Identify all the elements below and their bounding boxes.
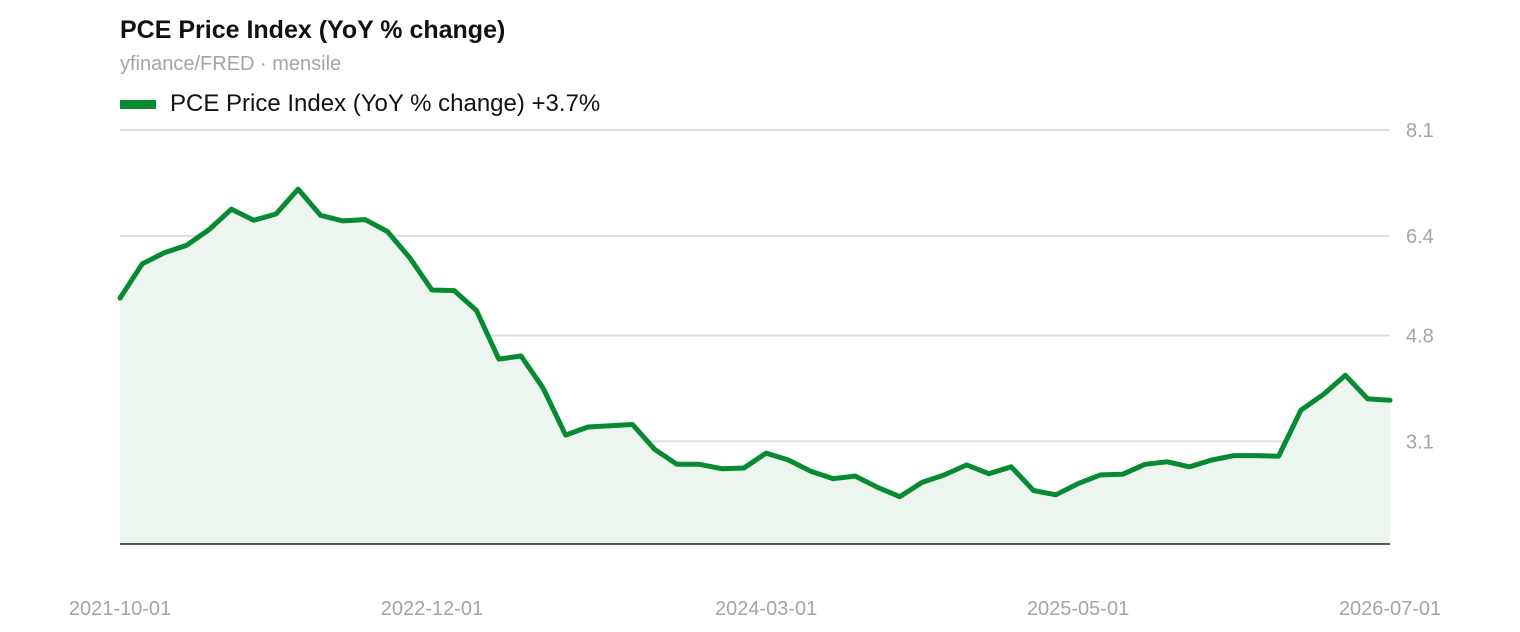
chart-subtitle: yfinance/FRED · mensile: [120, 53, 342, 75]
legend-label: PCE Price Index (YoY % change) +3.7%: [170, 90, 601, 117]
y-tick-label: 6.4: [1406, 226, 1434, 248]
series-area: [120, 189, 1390, 544]
x-tick-label: 2026-07-01: [1339, 598, 1441, 620]
series-line: [117, 186, 1393, 500]
x-tick-label: 2025-05-01: [1027, 598, 1129, 620]
y-tick-labels: 3.1 4.8 6.4 8.1: [1406, 120, 1434, 453]
chart-title: PCE Price Index (YoY % change): [120, 16, 506, 44]
y-tick-label: 4.8: [1406, 325, 1434, 347]
y-tick-label: 8.1: [1406, 120, 1434, 142]
x-tick-label: 2021-10-01: [69, 598, 171, 620]
x-tick-label: 2022-12-01: [381, 598, 483, 620]
legend-swatch: [120, 99, 156, 109]
x-tick-labels: 2021-10-01 2022-12-01 2024-03-01 2025-05-01…: [69, 598, 1441, 620]
x-tick-label: 2024-03-01: [715, 598, 817, 620]
legend: PCE Price Index (YoY % change) +3.7%: [120, 90, 600, 118]
y-tick-label: 3.1: [1406, 431, 1434, 453]
